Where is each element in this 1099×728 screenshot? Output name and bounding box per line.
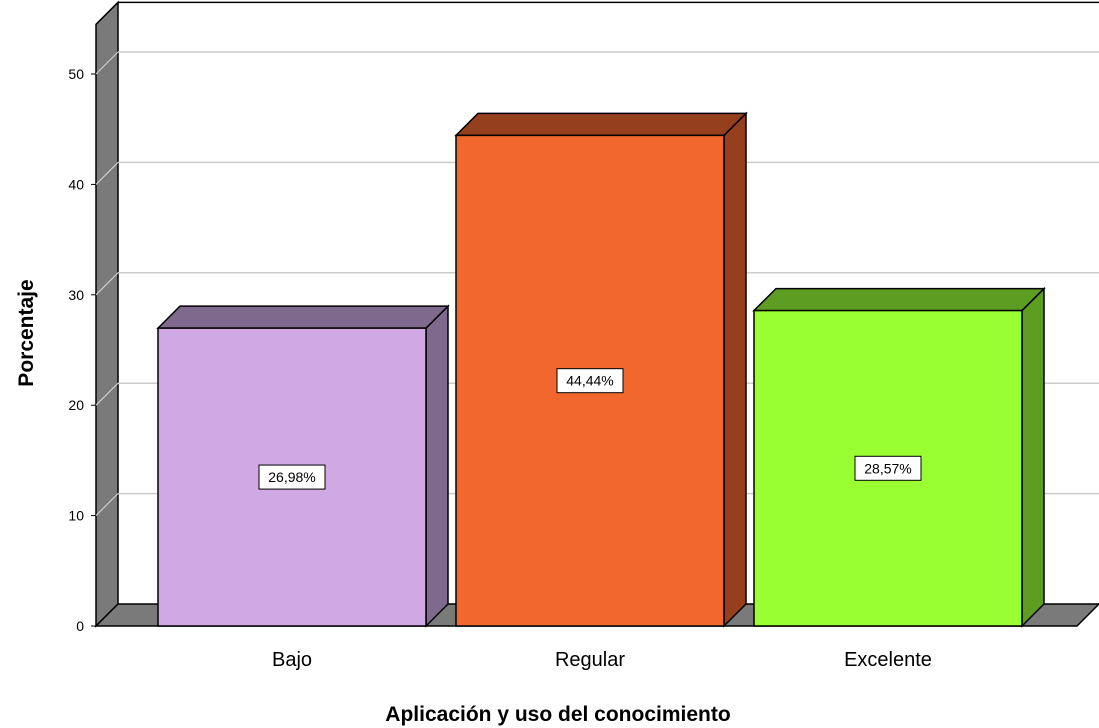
gridline-wall (95, 51, 119, 75)
bar-top (454, 112, 748, 137)
bar-side (1021, 286, 1045, 628)
gridline-wall (95, 161, 119, 185)
data-label: 44,44% (566, 373, 613, 389)
data-label: 28,57% (864, 460, 911, 476)
bar-excelente: 28,57% (752, 286, 1046, 628)
bar-bajo: 26,98% (156, 304, 450, 628)
y-tick-label: 10 (68, 508, 84, 524)
y-tick-label: 40 (68, 176, 84, 192)
y-axis-title: Porcentaje (15, 279, 38, 386)
left-wall (95, 0, 119, 628)
y-tick-label: 50 (68, 66, 84, 82)
bar-top (752, 287, 1046, 312)
gridline-wall (95, 382, 119, 406)
x-tick-label: Excelente (844, 649, 932, 671)
gridline-wall (95, 272, 119, 296)
data-label: 26,98% (268, 469, 315, 485)
bar-top (156, 305, 450, 329)
x-tick-label: Regular (555, 649, 625, 671)
bar-side (425, 304, 449, 628)
x-axis-categories: Bajo Regular Excelente (272, 649, 932, 671)
bar-regular: 44,44% (454, 111, 748, 628)
y-axis-ticks: 0 10 20 30 40 50 (68, 66, 96, 634)
data-label-box (258, 464, 326, 490)
gridline-wall (95, 493, 119, 517)
bar-side (723, 111, 747, 628)
x-axis-title: Aplicación y uso del conocimiento (385, 703, 730, 726)
y-tick-label: 20 (68, 397, 84, 413)
x-tick-label: Bajo (272, 649, 312, 671)
data-label-box (854, 455, 922, 481)
y-tick-label: 30 (68, 287, 84, 303)
data-label-box (556, 368, 624, 394)
y-tick-label: 0 (76, 618, 84, 634)
bars: 26,98% 44,44% 28,57% (156, 111, 1046, 628)
